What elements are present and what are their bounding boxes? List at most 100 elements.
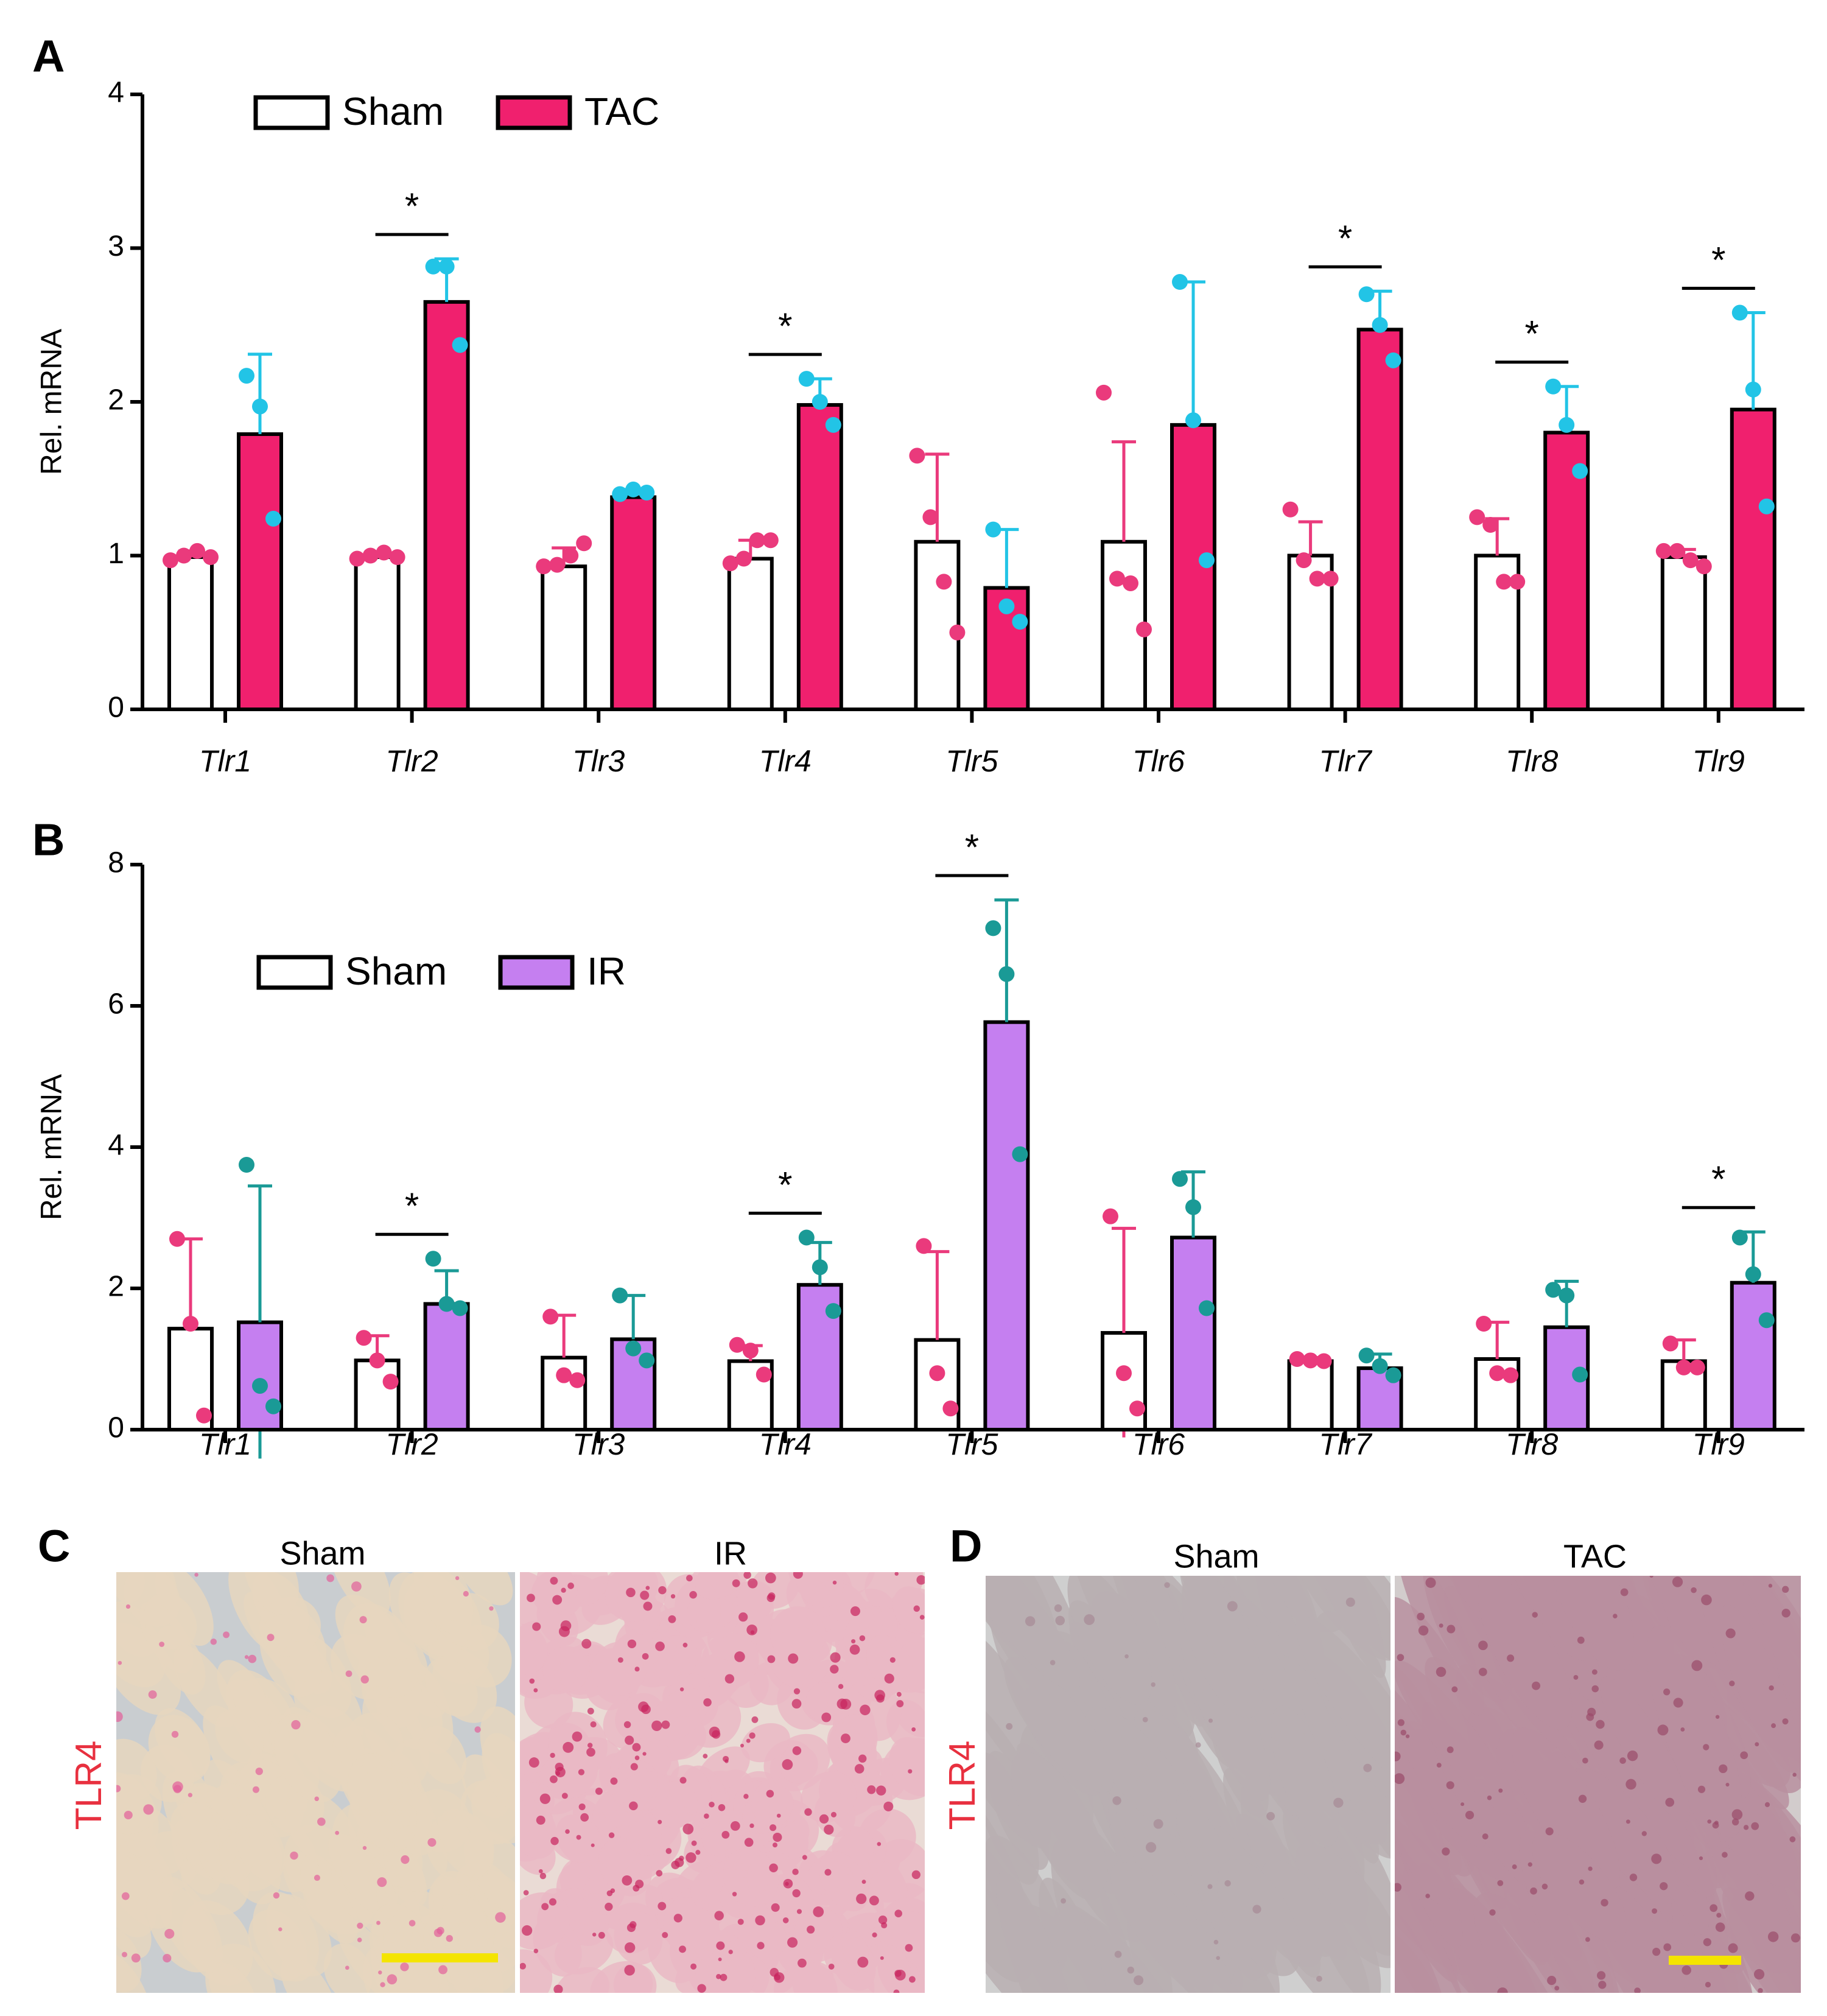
y-tick-label: 0	[108, 692, 124, 724]
texture	[1134, 1975, 1144, 1986]
texture	[1439, 1623, 1443, 1628]
texture	[679, 1945, 686, 1953]
texture	[427, 1838, 437, 1847]
texture	[836, 1698, 847, 1710]
texture	[656, 1870, 663, 1877]
texture	[634, 1755, 640, 1760]
texture	[1707, 1819, 1712, 1824]
data-point	[176, 547, 192, 564]
texture	[1657, 1724, 1669, 1736]
bar	[610, 495, 657, 711]
texture	[643, 1601, 653, 1611]
data-point	[1572, 463, 1588, 479]
texture	[164, 1928, 175, 1939]
texture	[1596, 1719, 1605, 1729]
texture	[1345, 1597, 1355, 1607]
texture	[1634, 1987, 1641, 1993]
texture	[889, 1657, 896, 1663]
data-point	[1731, 1229, 1748, 1246]
texture	[911, 1727, 916, 1732]
significance-label: *	[1711, 239, 1725, 280]
data-point	[1745, 381, 1761, 398]
micrograph	[1395, 1576, 1801, 1993]
texture	[1781, 1609, 1790, 1618]
texture	[632, 1743, 641, 1752]
texture	[1127, 1966, 1134, 1974]
texture	[796, 1909, 802, 1914]
data-point	[639, 484, 655, 500]
texture	[615, 1801, 662, 1856]
texture	[378, 1970, 382, 1975]
texture	[1397, 1654, 1404, 1661]
data-point	[1116, 1365, 1132, 1382]
data-point	[1199, 552, 1215, 569]
texture	[223, 1631, 230, 1638]
texture	[1530, 1887, 1537, 1895]
texture	[380, 1982, 385, 1987]
texture	[587, 1743, 593, 1748]
texture	[173, 1645, 236, 1728]
texture	[116, 1711, 123, 1723]
texture	[695, 1940, 756, 1993]
texture	[383, 1916, 440, 1993]
data-point	[1129, 1400, 1145, 1417]
texture	[424, 1658, 478, 1717]
image-title: TAC	[1563, 1538, 1627, 1575]
texture	[1363, 1763, 1372, 1772]
data-point	[612, 1287, 628, 1304]
data-point	[382, 1374, 399, 1390]
texture	[489, 1606, 494, 1611]
texture	[1587, 1707, 1596, 1716]
texture	[148, 1690, 157, 1699]
texture	[905, 1944, 913, 1952]
texture	[1153, 1819, 1163, 1829]
data-point	[1758, 498, 1775, 515]
texture	[1585, 1937, 1590, 1942]
texture	[1547, 1976, 1557, 1986]
x-tick-label: Tlr9	[1692, 1427, 1745, 1461]
texture	[1395, 1899, 1451, 1993]
data-point	[252, 398, 268, 415]
texture	[767, 1655, 776, 1663]
texture	[679, 1687, 684, 1691]
texture	[746, 1624, 757, 1635]
texture	[766, 1789, 774, 1798]
texture	[1395, 1751, 1401, 1761]
texture	[1594, 1740, 1604, 1750]
texture	[592, 1933, 597, 1937]
texture	[1006, 1723, 1013, 1730]
data-point	[729, 1336, 745, 1353]
data-point	[998, 598, 1015, 614]
texture	[645, 1586, 650, 1590]
texture	[776, 1813, 781, 1818]
data-point	[625, 481, 642, 497]
texture	[413, 1572, 474, 1634]
data-point	[1282, 501, 1299, 518]
texture	[1792, 1772, 1797, 1777]
data-point	[265, 510, 281, 527]
texture	[1447, 1624, 1456, 1634]
texture	[1715, 1922, 1725, 1932]
data-point	[1172, 1171, 1188, 1187]
y-tick-label: 0	[108, 1412, 124, 1444]
texture	[1665, 1797, 1675, 1807]
texture	[1573, 1674, 1579, 1680]
data-point	[1385, 1367, 1401, 1383]
texture	[1731, 1818, 1739, 1826]
texture	[623, 1721, 631, 1729]
texture	[872, 1932, 877, 1937]
texture	[1601, 1898, 1608, 1907]
texture	[742, 1786, 794, 1834]
x-tick-label: Tlr8	[1506, 1427, 1558, 1461]
texture	[1767, 1931, 1779, 1942]
texture	[1710, 1904, 1718, 1912]
data-point	[1358, 1347, 1375, 1364]
texture	[1067, 1911, 1188, 1993]
texture	[357, 1922, 363, 1929]
texture	[387, 1974, 398, 1985]
texture	[278, 1927, 282, 1931]
texture	[732, 1892, 737, 1897]
data-point	[362, 547, 379, 564]
texture	[1673, 1698, 1683, 1708]
texture	[1442, 1847, 1450, 1856]
